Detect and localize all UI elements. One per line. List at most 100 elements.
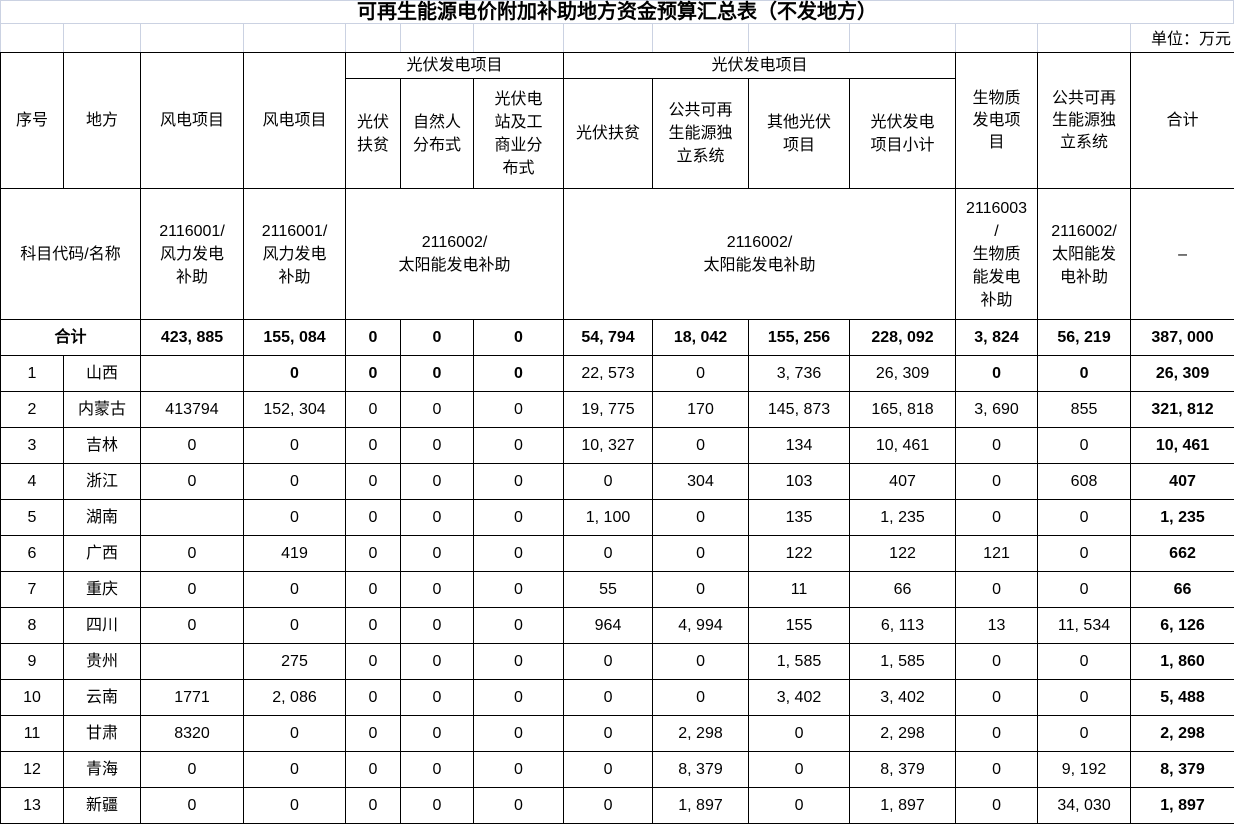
- subject-biomass: 2116003 / 生物质 能发电 补助: [955, 188, 1039, 320]
- header-sub-row: 光伏 扶贫 自然人 分布式 光伏电 站及工 商业分 布式 光伏扶贫 公共可再 生…: [1, 78, 1234, 189]
- value-cell: 0: [955, 463, 1039, 500]
- value-cell: 0: [652, 535, 750, 572]
- value-cell: 1, 897: [849, 787, 957, 824]
- value-cell: 0: [472, 355, 565, 392]
- col-header-region: 地方: [63, 52, 141, 189]
- value-cell: 0: [345, 499, 401, 536]
- value-cell: 134: [748, 427, 851, 464]
- subject-pub-renew: 2116002/ 太阳能发 电补助: [1037, 188, 1132, 320]
- value-cell: 0: [400, 715, 474, 752]
- value-cell: 0: [400, 499, 474, 536]
- value-cell: 0: [563, 463, 654, 500]
- value-cell: 0: [1037, 571, 1132, 608]
- value-cell: 0: [1037, 355, 1132, 392]
- value-cell: 413794: [140, 391, 244, 428]
- col-group-pv-2: 光伏发电项目: [563, 52, 957, 79]
- value-cell: 0: [472, 499, 565, 536]
- value-cell: 0: [472, 751, 565, 788]
- value-cell: 0: [748, 751, 851, 788]
- row-index: 5: [0, 499, 64, 536]
- unit-cell: [749, 24, 850, 52]
- col-header-pub-renew: 公共可再 生能源独 立系统: [1037, 52, 1132, 189]
- value-cell: 0: [563, 643, 654, 680]
- value-cell: 0: [1037, 643, 1132, 680]
- value-cell: 0: [345, 607, 401, 644]
- value-cell: 608: [1037, 463, 1132, 500]
- subject-solar-1: 2116002/ 太阳能发电补助: [344, 188, 565, 320]
- value-cell: [140, 499, 244, 536]
- value-cell: 0: [400, 679, 474, 716]
- value-cell: 1, 897: [652, 787, 750, 824]
- value-cell: 66: [849, 571, 957, 608]
- value-cell: 0: [472, 535, 565, 572]
- table-row: 8 四川 0 0 0 0 0 964 4, 994 155 6, 113 13 11, 534 6, 12…: [0, 607, 1234, 644]
- value-cell: 1, 860: [1130, 643, 1234, 680]
- value-cell: 0: [955, 643, 1039, 680]
- value-cell: 0: [400, 643, 474, 680]
- grand-total-cell: 0: [345, 319, 401, 356]
- unit-cell: [956, 24, 1038, 52]
- value-cell: 0: [243, 787, 346, 824]
- grand-total-cell: 0: [472, 319, 565, 356]
- value-cell: 55: [563, 571, 654, 608]
- value-cell: 0: [955, 715, 1039, 752]
- region-name: 内蒙古: [63, 391, 141, 428]
- value-cell: 0: [1037, 499, 1132, 536]
- value-cell: 0: [345, 751, 401, 788]
- table-row: 10 云南 1771 2, 086 0 0 0 0 0 3, 402 3, 402 0 0 5, 488: [0, 679, 1234, 716]
- value-cell: 0: [140, 787, 244, 824]
- value-cell: 0: [472, 787, 565, 824]
- row-index: 1: [0, 355, 64, 392]
- value-cell: 8, 379: [652, 751, 750, 788]
- grand-total-cell: 228, 092: [849, 319, 957, 356]
- value-cell: 855: [1037, 391, 1132, 428]
- grand-total-cell: 0: [400, 319, 474, 356]
- value-cell: 0: [955, 751, 1039, 788]
- value-cell: 0: [400, 751, 474, 788]
- region-name: 四川: [63, 607, 141, 644]
- value-cell: 122: [849, 535, 957, 572]
- value-cell: 0: [140, 463, 244, 500]
- table-row: 5 湖南 0 0 0 0 1, 100 0 135 1, 235 0 0 1, 235: [0, 499, 1234, 536]
- value-cell: 0: [345, 463, 401, 500]
- region-name: 云南: [63, 679, 141, 716]
- region-name: 吉林: [63, 427, 141, 464]
- value-cell: 0: [243, 607, 346, 644]
- value-cell: 0: [140, 751, 244, 788]
- summary-table: 序号 地方 风电项目 风电项目 光伏发电项目 光伏发电项目 生物质 发电项 目 …: [0, 52, 1234, 824]
- unit-cell: [346, 24, 401, 52]
- unit-cell: [64, 24, 141, 52]
- table-row: 12 青海 0 0 0 0 0 0 8, 379 0 8, 379 0 9, 192 8, 379: [0, 751, 1234, 788]
- value-cell: 1, 235: [1130, 499, 1234, 536]
- value-cell: 1, 100: [563, 499, 654, 536]
- table-row: 3 吉林 0 0 0 0 0 10, 327 0 134 10, 461 0 0 10, 461: [0, 427, 1234, 464]
- value-cell: 0: [955, 571, 1039, 608]
- col-header-pv2-public: 公共可再 生能源独 立系统: [652, 78, 750, 189]
- value-cell: 0: [345, 355, 401, 392]
- value-cell: 0: [243, 715, 346, 752]
- table-row: 7 重庆 0 0 0 0 0 55 0 11 66 0 0 66: [0, 571, 1234, 608]
- value-cell: 0: [400, 607, 474, 644]
- table-row: 9 贵州 275 0 0 0 0 0 1, 585 1, 585 0 0 1, 860: [0, 643, 1234, 680]
- value-cell: 0: [400, 571, 474, 608]
- value-cell: 165, 818: [849, 391, 957, 428]
- row-index: 6: [0, 535, 64, 572]
- grand-total-label: 合计: [0, 319, 141, 356]
- value-cell: 0: [563, 535, 654, 572]
- value-cell: 3, 690: [955, 391, 1039, 428]
- unit-cell: [1, 24, 64, 52]
- row-index: 7: [0, 571, 64, 608]
- col-header-pv2-poverty: 光伏扶贫: [563, 78, 654, 189]
- table-row: 4 浙江 0 0 0 0 0 0 304 103 407 0 608 407: [0, 463, 1234, 500]
- region-name: 湖南: [63, 499, 141, 536]
- value-cell: 0: [345, 571, 401, 608]
- unit-cell: [1038, 24, 1131, 52]
- col-header-wind-2: 风电项目: [243, 52, 346, 189]
- value-cell: 8320: [140, 715, 244, 752]
- value-cell: 2, 086: [243, 679, 346, 716]
- value-cell: 0: [345, 715, 401, 752]
- table-row: 1 山西 0 0 0 0 22, 573 0 3, 736 26, 309 0 0 26, 309: [0, 355, 1234, 392]
- value-cell: 0: [243, 355, 346, 392]
- value-cell: 121: [955, 535, 1039, 572]
- row-index: 9: [0, 643, 64, 680]
